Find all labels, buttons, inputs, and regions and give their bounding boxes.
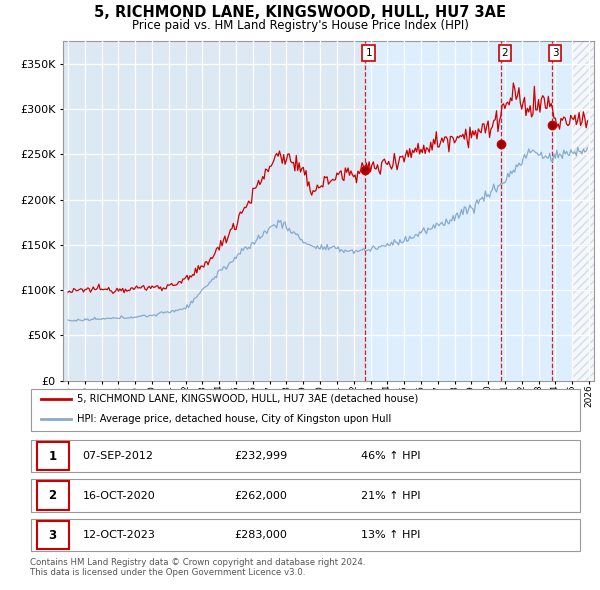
Text: 12-OCT-2023: 12-OCT-2023 (82, 530, 155, 540)
FancyBboxPatch shape (37, 521, 68, 549)
FancyBboxPatch shape (37, 442, 68, 470)
Text: 1: 1 (49, 450, 56, 463)
Text: 3: 3 (49, 529, 56, 542)
Text: Contains HM Land Registry data © Crown copyright and database right 2024.
This d: Contains HM Land Registry data © Crown c… (30, 558, 365, 577)
Text: 3: 3 (552, 48, 559, 58)
Text: 1: 1 (365, 48, 372, 58)
Text: 16-OCT-2020: 16-OCT-2020 (82, 491, 155, 500)
Text: Price paid vs. HM Land Registry's House Price Index (HPI): Price paid vs. HM Land Registry's House … (131, 19, 469, 32)
FancyBboxPatch shape (31, 479, 580, 512)
FancyBboxPatch shape (37, 481, 68, 510)
Text: £262,000: £262,000 (234, 491, 287, 500)
Text: £232,999: £232,999 (234, 451, 287, 461)
Text: £283,000: £283,000 (234, 530, 287, 540)
Bar (572, 41, 600, 381)
Text: 07-SEP-2012: 07-SEP-2012 (82, 451, 154, 461)
Text: 5, RICHMOND LANE, KINGSWOOD, HULL, HU7 3AE: 5, RICHMOND LANE, KINGSWOOD, HULL, HU7 3… (94, 5, 506, 19)
Bar (572, 0, 600, 381)
FancyBboxPatch shape (31, 440, 580, 473)
Text: 2: 2 (49, 489, 56, 502)
FancyBboxPatch shape (31, 519, 580, 552)
Bar (365, 41, 572, 381)
Text: 21% ↑ HPI: 21% ↑ HPI (361, 491, 421, 500)
Text: 5, RICHMOND LANE, KINGSWOOD, HULL, HU7 3AE (detached house): 5, RICHMOND LANE, KINGSWOOD, HULL, HU7 3… (77, 394, 418, 404)
FancyBboxPatch shape (31, 388, 580, 431)
Text: HPI: Average price, detached house, City of Kingston upon Hull: HPI: Average price, detached house, City… (77, 415, 391, 424)
Text: 46% ↑ HPI: 46% ↑ HPI (361, 451, 421, 461)
Text: 2: 2 (502, 48, 508, 58)
Text: 13% ↑ HPI: 13% ↑ HPI (361, 530, 421, 540)
